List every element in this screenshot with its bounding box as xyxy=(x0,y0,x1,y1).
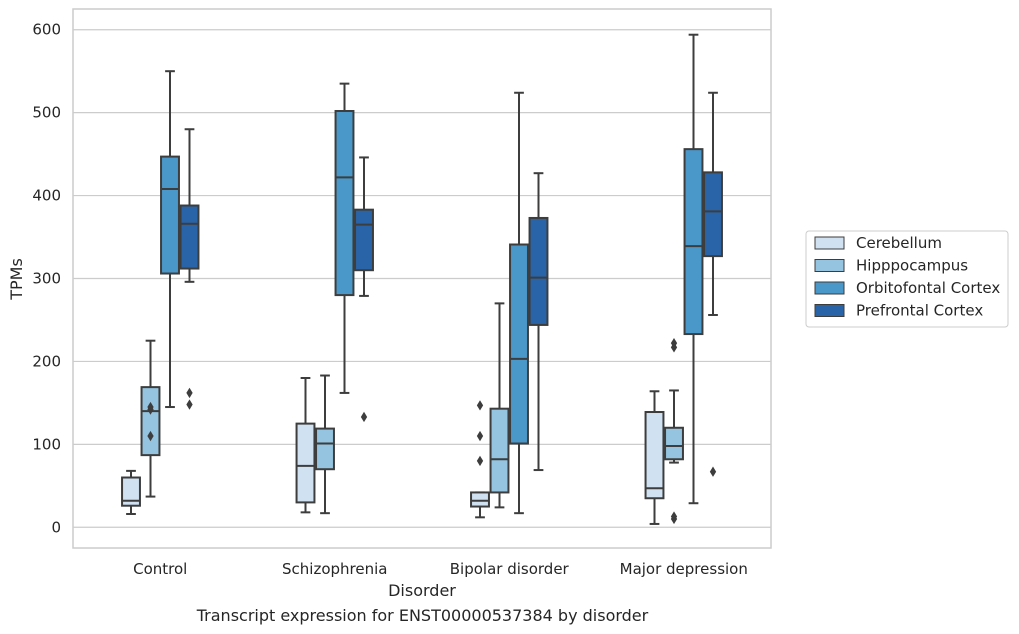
box-cerebellum-3 xyxy=(644,390,665,525)
legend-swatch xyxy=(814,281,845,295)
y-tick-label: 200 xyxy=(32,352,61,370)
x-tick-label: Bipolar disorder xyxy=(450,560,570,578)
box-prefrontal-cortex-1 xyxy=(354,156,374,423)
box-iqr xyxy=(140,386,161,457)
box-iqr xyxy=(179,204,200,270)
y-tick-label: 100 xyxy=(32,435,61,453)
box-iqr xyxy=(683,148,704,336)
legend: Cerebellum Hipppocampus Orbitofontal Corte… xyxy=(805,230,1009,328)
outlier-point xyxy=(476,455,484,467)
outlier-point xyxy=(186,387,193,399)
legend-label: Hipppocampus xyxy=(856,257,968,275)
outlier-point xyxy=(670,511,678,522)
legend-frame xyxy=(805,230,1009,328)
box-prefrontal-cortex-0 xyxy=(179,128,200,410)
x-axis-ticks: Control Schizophrenia Bipolar disorder Majo… xyxy=(133,560,748,578)
legend-label: Prefrontal Cortex xyxy=(856,302,983,320)
box-iqr xyxy=(295,422,316,504)
box-hipppocampus-2 xyxy=(489,302,510,509)
box-orbitofontal-cortex-1 xyxy=(334,82,355,394)
plot-frame xyxy=(72,8,772,549)
x-tick-label: Major depression xyxy=(620,560,748,578)
box-iqr xyxy=(354,208,374,272)
x-tick-label: Schizophrenia xyxy=(282,560,387,578)
outlier-point xyxy=(476,400,484,411)
box-plot-marks xyxy=(121,33,723,525)
box-prefrontal-cortex-2 xyxy=(528,172,549,472)
box-cerebellum-0 xyxy=(121,469,141,516)
box-iqr xyxy=(160,155,180,275)
outlier-point xyxy=(360,411,368,423)
box-cerebellum-2 xyxy=(470,400,490,519)
legend-swatch xyxy=(814,259,845,272)
box-iqr xyxy=(703,171,723,258)
box-iqr xyxy=(470,491,490,508)
outlier-point xyxy=(147,430,154,442)
y-tick-label: 0 xyxy=(51,518,61,536)
box-orbitofontal-cortex-3 xyxy=(683,33,704,505)
box-iqr xyxy=(664,426,684,461)
legend-swatch xyxy=(814,304,845,317)
legend-label: Orbitofontal Cortex xyxy=(856,279,1000,297)
outlier-point xyxy=(670,338,678,349)
box-iqr xyxy=(315,427,335,471)
legend-swatch xyxy=(814,236,845,250)
box-orbitofontal-cortex-0 xyxy=(160,70,180,409)
box-hipppocampus-0 xyxy=(140,339,161,498)
legend-label: Cerebellum xyxy=(856,234,942,252)
box-orbitofontal-cortex-2 xyxy=(509,91,529,515)
y-axis-label: TPMs xyxy=(7,258,26,301)
box-cerebellum-1 xyxy=(295,377,316,514)
box-iqr xyxy=(644,411,665,500)
box-hipppocampus-3 xyxy=(664,338,684,525)
box-iqr xyxy=(509,243,529,445)
y-tick-label: 600 xyxy=(32,21,61,39)
y-tick-label: 500 xyxy=(32,104,61,122)
box-hipppocampus-1 xyxy=(315,374,335,515)
figure-caption: Transcript expression for ENST0000053738… xyxy=(196,606,649,625)
outlier-point xyxy=(186,399,193,410)
box-prefrontal-cortex-3 xyxy=(703,91,723,477)
y-tick-label: 300 xyxy=(32,270,61,288)
outlier-point xyxy=(709,466,717,477)
box-iqr xyxy=(528,216,549,326)
x-tick-label: Control xyxy=(133,560,187,578)
box-iqr xyxy=(334,109,355,297)
box-iqr xyxy=(121,476,141,507)
outlier-point xyxy=(476,430,484,442)
y-tick-label: 400 xyxy=(32,187,61,205)
y-axis-ticks: 0 100 200 300 400 500 600 xyxy=(32,21,61,537)
outlier-point xyxy=(147,401,154,413)
x-axis-label: Disorder xyxy=(388,581,456,600)
box-iqr xyxy=(489,407,510,494)
